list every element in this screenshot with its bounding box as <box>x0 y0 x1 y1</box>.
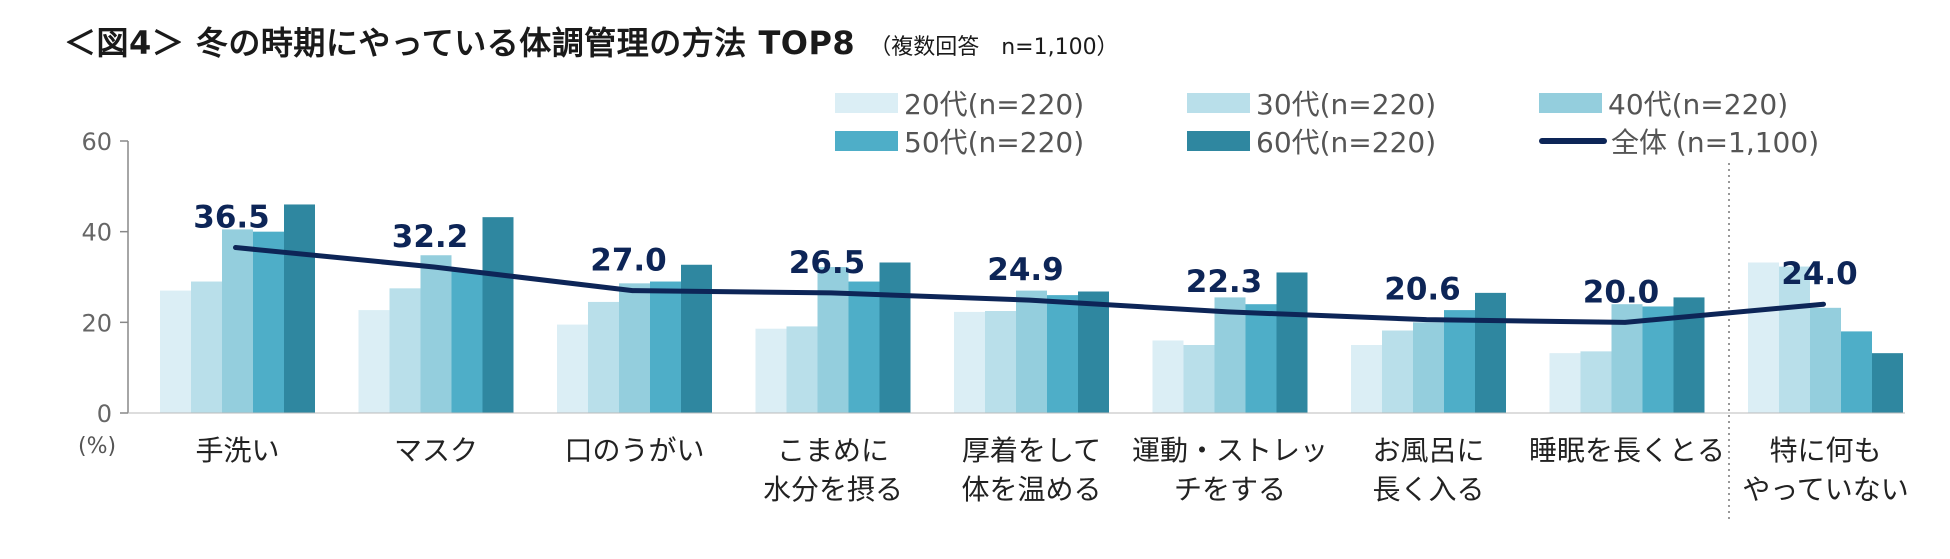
bar-40s-2 <box>619 283 650 413</box>
category-label-6-1: 長く入る <box>1372 473 1484 506</box>
legend-label-50s: 50代(n=220) <box>904 126 1085 159</box>
overall-value-label-8: 24.0 <box>1781 256 1858 292</box>
legend-item-40s: 40代(n=220) <box>1539 83 1788 123</box>
bar-60s-5 <box>1276 272 1308 413</box>
legend-label-60s: 60代(n=220) <box>1256 126 1437 159</box>
y-tick-label-40: 40 <box>81 219 112 247</box>
bar-50s-7 <box>1642 306 1674 413</box>
y-axis-unit-label: (%) <box>78 434 116 459</box>
chart-title-main: ＜図4＞ 冬の時期にやっている体調管理の方法 TOP8 <box>64 24 856 62</box>
category-label-0-0: 手洗い <box>195 434 279 467</box>
chart-title: ＜図4＞ 冬の時期にやっている体調管理の方法 TOP8 （複数回答 n=1,100… <box>64 18 1119 64</box>
bar-50s-3 <box>848 281 880 413</box>
bar-60s-1 <box>482 217 514 413</box>
bar-60s-8 <box>1872 353 1903 413</box>
bar-20s-8 <box>1748 262 1779 413</box>
category-label-2-0: 口のうがい <box>564 434 704 467</box>
overall-value-label-3: 26.5 <box>789 245 866 281</box>
overall-series-line <box>233 245 1826 325</box>
bar-60s-0 <box>284 204 315 413</box>
category-label-4-1: 体を温める <box>961 473 1101 506</box>
legend-label-20s: 20代(n=220) <box>904 88 1085 121</box>
legend-item-30s: 30代(n=220) <box>1187 83 1436 123</box>
bar-20s-7 <box>1549 353 1581 413</box>
legend-swatch-40s <box>1539 93 1602 113</box>
category-label-7-0: 睡眠を長くとる <box>1529 434 1725 467</box>
bar-40s-1 <box>420 255 452 413</box>
bar-50s-2 <box>650 281 681 413</box>
legend-line-overall <box>1539 138 1607 144</box>
category-label-1-0: マスク <box>394 434 478 467</box>
bar-30s-5 <box>1183 345 1215 413</box>
bar-40s-8 <box>1810 307 1841 413</box>
bar-40s-3 <box>817 267 849 413</box>
overall-value-label-5: 22.3 <box>1186 264 1263 300</box>
bar-60s-6 <box>1475 292 1506 413</box>
category-label-5-1: チをする <box>1174 473 1286 506</box>
legend-swatch-30s <box>1187 93 1250 113</box>
bar-20s-2 <box>557 324 588 413</box>
bar-50s-8 <box>1841 331 1872 413</box>
overall-value-label-2: 27.0 <box>590 243 667 279</box>
bar-50s-4 <box>1047 295 1078 413</box>
bar-30s-0 <box>191 281 222 413</box>
bar-20s-5 <box>1152 340 1184 413</box>
bar-30s-7 <box>1580 351 1612 413</box>
bar-30s-3 <box>786 326 818 413</box>
legend-label-30s: 30代(n=220) <box>1256 88 1437 121</box>
legend-swatch-60s <box>1187 131 1250 151</box>
bar-60s-4 <box>1078 291 1109 413</box>
category-label-5-0: 運動・ストレッ <box>1132 434 1328 467</box>
bar-40s-6 <box>1413 322 1444 413</box>
category-label-4-0: 厚着をして <box>962 434 1101 467</box>
legend-label-40s: 40代(n=220) <box>1608 88 1789 121</box>
bar-20s-4 <box>954 311 985 413</box>
category-label-3-1: 水分を摂る <box>763 473 903 506</box>
bar-30s-4 <box>985 311 1016 413</box>
category-label-8-0: 特に何も <box>1769 434 1881 467</box>
chart-title-sub: （複数回答 n=1,100） <box>869 35 1119 60</box>
bar-30s-6 <box>1382 330 1413 413</box>
y-tick-label-20: 20 <box>81 309 112 337</box>
bar-60s-2 <box>681 264 712 413</box>
bar-60s-3 <box>879 262 911 413</box>
overall-value-label-4: 24.9 <box>987 252 1064 288</box>
bar-30s-1 <box>389 288 421 413</box>
bar-20s-3 <box>755 328 787 413</box>
bar-30s-2 <box>588 301 619 413</box>
bar-30s-8 <box>1779 266 1810 413</box>
bar-20s-6 <box>1351 345 1382 413</box>
overall-value-label-6: 20.6 <box>1384 272 1461 308</box>
legend-item-50s: 50代(n=220) <box>835 121 1084 161</box>
legend-item-60s: 60代(n=220) <box>1187 121 1436 161</box>
bar-20s-0 <box>160 290 191 413</box>
overall-value-label-1: 32.2 <box>392 219 469 255</box>
category-label-3-0: こまめに <box>777 434 889 467</box>
y-tick-label-0: 0 <box>97 400 112 428</box>
bar-50s-0 <box>253 231 284 413</box>
category-label-8-1: やっていない <box>1742 473 1909 506</box>
bar-50s-6 <box>1444 310 1475 413</box>
legend-item-20s: 20代(n=220) <box>835 83 1084 123</box>
overall-value-label-7: 20.0 <box>1583 274 1660 310</box>
legend-item-overall: 全体 (n=1,100) <box>1539 121 1819 161</box>
legend-swatch-20s <box>835 93 898 113</box>
y-tick-label-60: 60 <box>81 128 112 156</box>
bar-40s-5 <box>1214 297 1246 413</box>
bar-50s-5 <box>1245 304 1277 413</box>
legend-swatch-50s <box>835 131 898 151</box>
overall-value-label-0: 36.5 <box>193 200 270 236</box>
bar-50s-1 <box>451 271 483 413</box>
bar-40s-4 <box>1016 290 1047 413</box>
bar-40s-0 <box>222 229 253 413</box>
category-label-6-0: お風呂に <box>1372 434 1484 467</box>
bar-20s-1 <box>358 310 390 413</box>
legend-label-overall: 全体 (n=1,100) <box>1611 126 1820 159</box>
chart-legend: 20代(n=220) 30代(n=220) 40代(n=220) 50代(n=2… <box>835 83 1935 163</box>
